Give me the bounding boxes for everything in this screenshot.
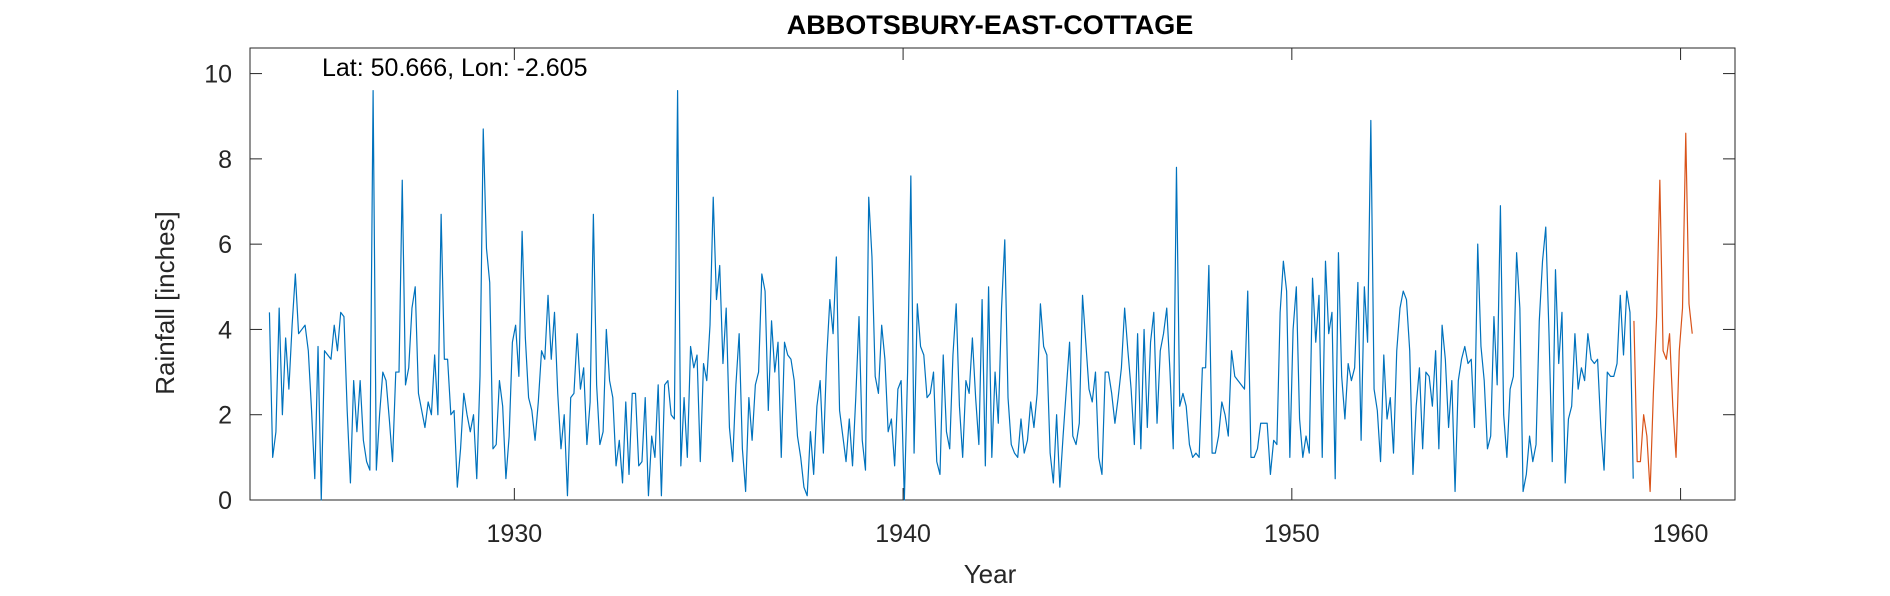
chart-title: ABBOTSBURY-EAST-COTTAGE [787,10,1194,40]
y-tick-label: 8 [218,146,232,174]
x-tick-label: 1950 [1264,520,1320,548]
y-tick-label: 10 [204,61,232,89]
series-line-2 [1633,132,1693,493]
x-axis-label: Year [964,559,1017,589]
x-tick-label: 1940 [875,520,931,548]
axes-box [249,47,1736,501]
x-tick-label: 1930 [487,520,543,548]
y-tick-label: 2 [218,402,232,430]
y-tick-label: 0 [218,487,232,515]
y-tick-label: 4 [218,316,232,344]
y-tick-label: 6 [218,231,232,259]
y-axis-label: Rainfall [inches] [150,211,180,395]
station-coordinates: Lat: 50.666, Lon: -2.605 [322,54,588,82]
x-tick-label: 1960 [1653,520,1709,548]
plot-area: 1930 1940 1950 1960 0 2 4 6 8 10 [204,47,1736,548]
series-line-1 [268,90,1634,501]
